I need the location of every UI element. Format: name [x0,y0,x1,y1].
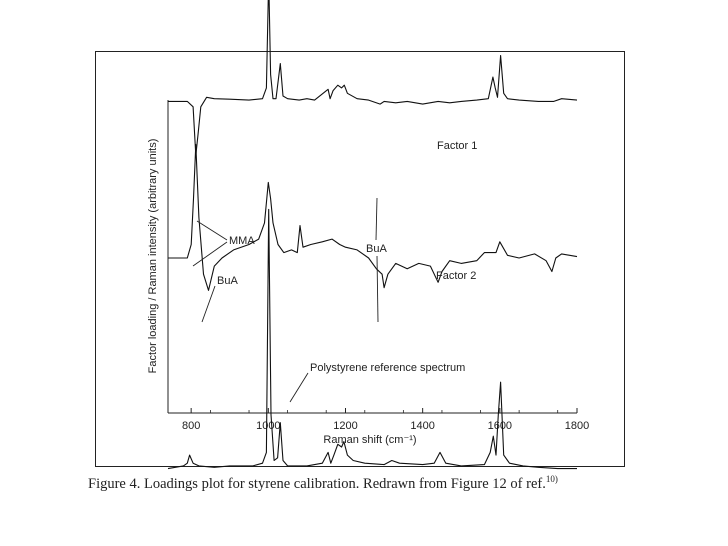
x-tick-label-1000: 1000 [256,420,280,432]
x-tick-label-1200: 1200 [333,420,357,432]
mma-label: MMA [229,235,255,247]
annotation-pointers [192,197,379,403]
x-tick-label-800: 800 [182,420,200,432]
series-line-3 [167,208,577,470]
y-axis-label: Factor loading / Raman intensity (arbitr… [147,139,159,374]
bua-right-pointer-upper [375,197,378,241]
caption-superscript: 10) [545,474,558,484]
x-tick-label-1600: 1600 [488,420,512,432]
x-tick-label-1400: 1400 [410,420,434,432]
series-layer [167,0,578,470]
reference-label: Polystyrene reference spectrum [310,362,465,374]
figure-frame [95,51,625,467]
figure-caption: Figure 4. Loadings plot for styrene cali… [88,474,708,493]
bua-left-pointer [201,285,216,323]
factor2-label: Factor 2 [436,270,476,282]
bua-right-label: BuA [366,243,387,255]
x-tick-label-1800: 1800 [565,420,589,432]
caption-text: Figure 4. Loadings plot for styrene cali… [88,475,546,492]
bua-left-label: BuA [217,275,238,287]
mma-pointer-upper [196,220,228,241]
reference-pointer [289,372,309,403]
x-ticks: 800 1000 1200 1400 1600 1800 [182,408,589,432]
factor1-label: Factor 1 [437,140,477,152]
series-line-1 [168,0,578,156]
series-line-2 [168,144,578,291]
bua-right-pointer-lower [376,255,379,323]
x-axis-label: Raman shift (cm⁻¹) [323,434,416,446]
mma-pointer-lower [192,241,228,267]
